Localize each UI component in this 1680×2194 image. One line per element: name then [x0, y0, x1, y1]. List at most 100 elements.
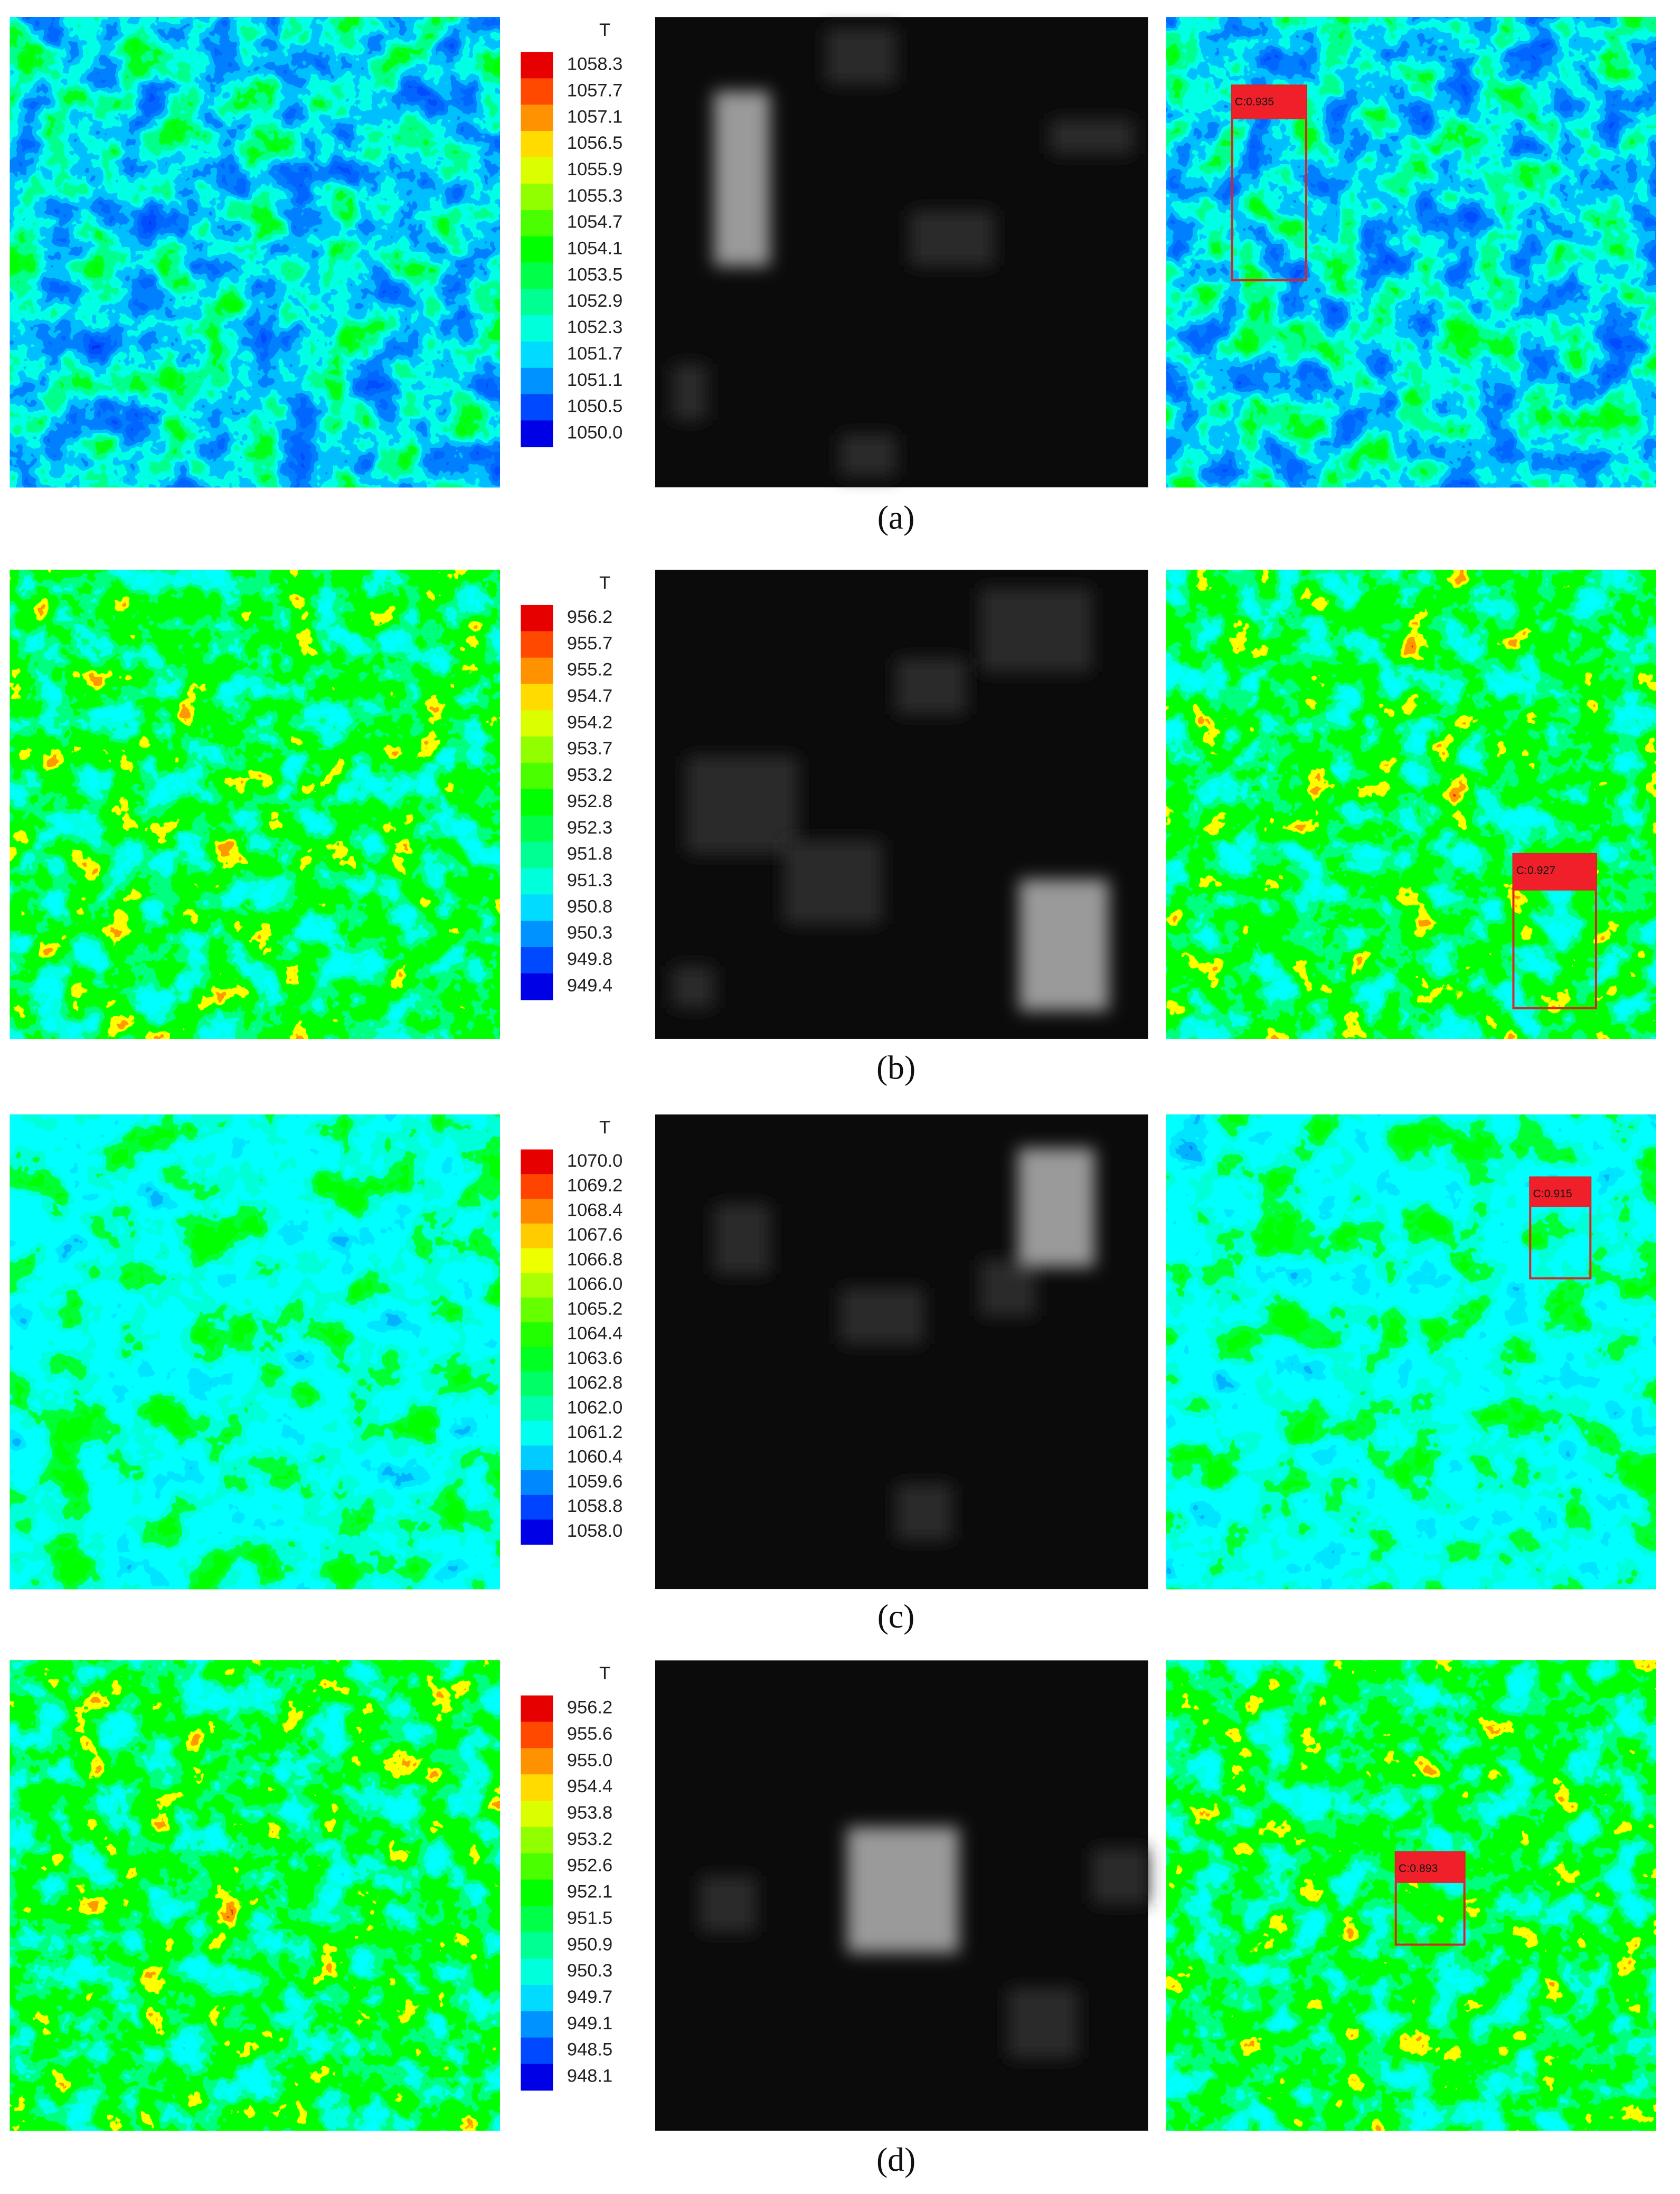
legend-swatch — [521, 973, 553, 1000]
legend-swatch — [521, 1174, 553, 1199]
legend-label: 948.5 — [567, 2040, 612, 2060]
legend-label: 954.4 — [567, 1776, 612, 1796]
feature-faint — [686, 756, 798, 854]
panel: T 1058.3 1057.7 1057.1 1056.5 1055.9 1055.3 105… — [10, 17, 1656, 536]
legend-swatch — [521, 2064, 553, 2091]
legend-label: 951.3 — [567, 870, 612, 890]
legend-label: 1054.7 — [567, 212, 622, 232]
legend-swatch — [521, 1800, 553, 1828]
legend-label: 1051.7 — [567, 344, 622, 364]
legend-swatch — [521, 841, 553, 869]
legend-label: 950.8 — [567, 896, 612, 916]
legend-label: 949.4 — [567, 976, 612, 996]
legend-label: 1061.2 — [567, 1422, 622, 1442]
legend-label: 952.6 — [567, 1856, 612, 1876]
legend-label: 956.2 — [567, 1698, 612, 1718]
feature-faint — [840, 1288, 924, 1345]
legend-label: 950.3 — [567, 1961, 612, 1981]
detection-tag — [1530, 1177, 1591, 1207]
legend-swatch — [521, 736, 553, 763]
legend-swatch — [521, 947, 553, 974]
legend-swatch — [521, 367, 553, 395]
legend-label: 1056.5 — [567, 133, 622, 153]
legend-swatch — [521, 1322, 553, 1348]
legend-swatch — [521, 183, 553, 211]
legend-label: 1066.0 — [567, 1274, 622, 1294]
panel: T 956.2 955.7 955.2 954.7 954.2 953.7 953.2 952.… — [10, 570, 1656, 1086]
legend-label: 954.2 — [567, 712, 612, 732]
legend-label: 951.5 — [567, 1908, 612, 1928]
legend-label: 1066.8 — [567, 1250, 622, 1270]
legend-label: 950.3 — [567, 923, 612, 943]
legend-swatch — [521, 921, 553, 948]
legend-label: 953.2 — [567, 765, 612, 785]
legend-label: 1059.6 — [567, 1471, 622, 1491]
legend-swatch — [521, 1959, 553, 1985]
legend-label: 1058.0 — [567, 1521, 622, 1541]
legend-label: 1052.9 — [567, 291, 622, 311]
feature-faint — [784, 840, 882, 924]
legend-swatch — [521, 262, 553, 289]
legend-label: 1062.0 — [567, 1397, 622, 1417]
legend-swatch — [521, 131, 553, 158]
legend-label: 1068.4 — [567, 1200, 622, 1220]
temperature-map — [10, 1114, 500, 1590]
panel-label: (c) — [877, 1597, 915, 1635]
legend-swatch — [521, 894, 553, 921]
legend-swatch — [521, 315, 553, 342]
detection-tag — [1232, 86, 1307, 119]
legend-swatch — [521, 420, 553, 448]
legend-swatch — [521, 394, 553, 421]
detection-score: C:0.935 — [1235, 96, 1274, 108]
legend-swatch — [521, 868, 553, 895]
legend-label: 955.2 — [567, 660, 612, 680]
legend-label: 1062.8 — [567, 1373, 622, 1393]
panel-label: (a) — [877, 498, 915, 536]
legend-label: 949.1 — [567, 2013, 612, 2034]
legend-label: 1057.7 — [567, 80, 622, 100]
legend-label: 953.7 — [567, 739, 612, 759]
detection-score: C:0.927 — [1516, 864, 1555, 876]
legend-label: 1060.4 — [567, 1447, 622, 1467]
feature-faint — [672, 364, 707, 420]
legend-swatch — [521, 1149, 553, 1175]
legend-label: 953.8 — [567, 1803, 612, 1823]
legend-swatch — [521, 105, 553, 131]
legend-swatch — [521, 1984, 553, 2012]
legend-label: 1057.1 — [567, 107, 622, 127]
feature-faint — [980, 1260, 1036, 1316]
feature-spot — [714, 91, 770, 267]
feature-faint — [896, 1484, 952, 1540]
legend-title: T — [599, 1663, 610, 1684]
legend-swatch — [521, 157, 553, 184]
legend-label: 952.1 — [567, 1882, 612, 1902]
feature-faint — [714, 1204, 770, 1274]
legend-label: 950.9 — [567, 1934, 612, 1954]
legend-swatch — [521, 1198, 553, 1224]
feature-faint — [672, 966, 714, 1008]
feature-faint — [896, 658, 966, 714]
legend-label: 956.2 — [567, 607, 612, 627]
feature-faint — [1092, 1848, 1148, 1904]
legend-swatch — [521, 1470, 553, 1496]
legend-swatch — [521, 1853, 553, 1880]
legend-label: 1065.2 — [567, 1299, 622, 1319]
detection-map — [1166, 1660, 1656, 2131]
detection-score: C:0.915 — [1533, 1188, 1572, 1200]
feature-faint — [700, 1876, 756, 1932]
legend-swatch — [521, 1774, 553, 1801]
legend-title: T — [599, 1118, 610, 1138]
legend-swatch — [521, 1372, 553, 1397]
legend-swatch — [521, 1273, 553, 1298]
legend-swatch — [521, 341, 553, 368]
feature-faint — [840, 434, 896, 476]
feature-faint — [980, 588, 1092, 673]
feature-spot — [1017, 1148, 1095, 1268]
panel-label: (d) — [876, 2141, 915, 2178]
legend-label: 1053.5 — [567, 264, 622, 285]
legend-label: 1063.6 — [567, 1348, 622, 1368]
legend-swatch — [521, 1906, 553, 1933]
feature-faint — [910, 210, 994, 267]
